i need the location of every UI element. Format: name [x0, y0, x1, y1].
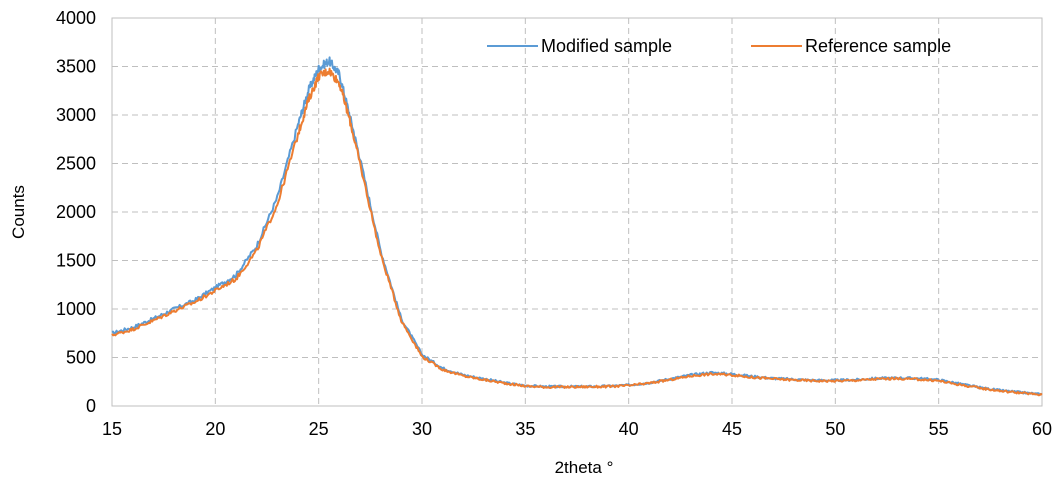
tick-labels: 15 20 25 30 35 40 45 50 55 60 0 500 1000 1500 2000 2500…	[56, 8, 1052, 439]
x-tick-label: 40	[619, 419, 639, 439]
series-line-modified-sample	[111, 56, 1043, 396]
plot-area-frame	[111, 17, 1043, 407]
x-tick-label: 35	[515, 419, 535, 439]
legend-label-modified-sample: Modified sample	[541, 36, 672, 56]
x-tick-label: 45	[722, 419, 742, 439]
y-tick-label: 1500	[56, 251, 96, 271]
x-tick-label: 15	[102, 419, 122, 439]
x-tick-label: 25	[309, 419, 329, 439]
y-tick-label: 0	[86, 396, 96, 416]
y-tick-label: 500	[66, 348, 96, 368]
legend: Modified sample Reference sample	[487, 36, 951, 56]
y-axis-label: Counts	[9, 185, 28, 239]
legend-label-reference-sample: Reference sample	[805, 36, 951, 56]
y-tick-label: 2500	[56, 154, 96, 174]
x-tick-label: 30	[412, 419, 432, 439]
y-tick-label: 4000	[56, 8, 96, 28]
x-tick-label: 50	[825, 419, 845, 439]
y-tick-label: 2000	[56, 202, 96, 222]
x-tick-label: 20	[205, 419, 225, 439]
x-axis-label: 2theta °	[555, 458, 614, 477]
y-tick-label: 1000	[56, 299, 96, 319]
y-tick-label: 3000	[56, 105, 96, 125]
y-tick-label: 3500	[56, 57, 96, 77]
x-tick-label: 55	[929, 419, 949, 439]
series-layer	[111, 56, 1043, 397]
x-tick-label: 60	[1032, 419, 1052, 439]
grid-lines	[112, 18, 1042, 406]
series-line-reference-sample	[111, 67, 1043, 397]
